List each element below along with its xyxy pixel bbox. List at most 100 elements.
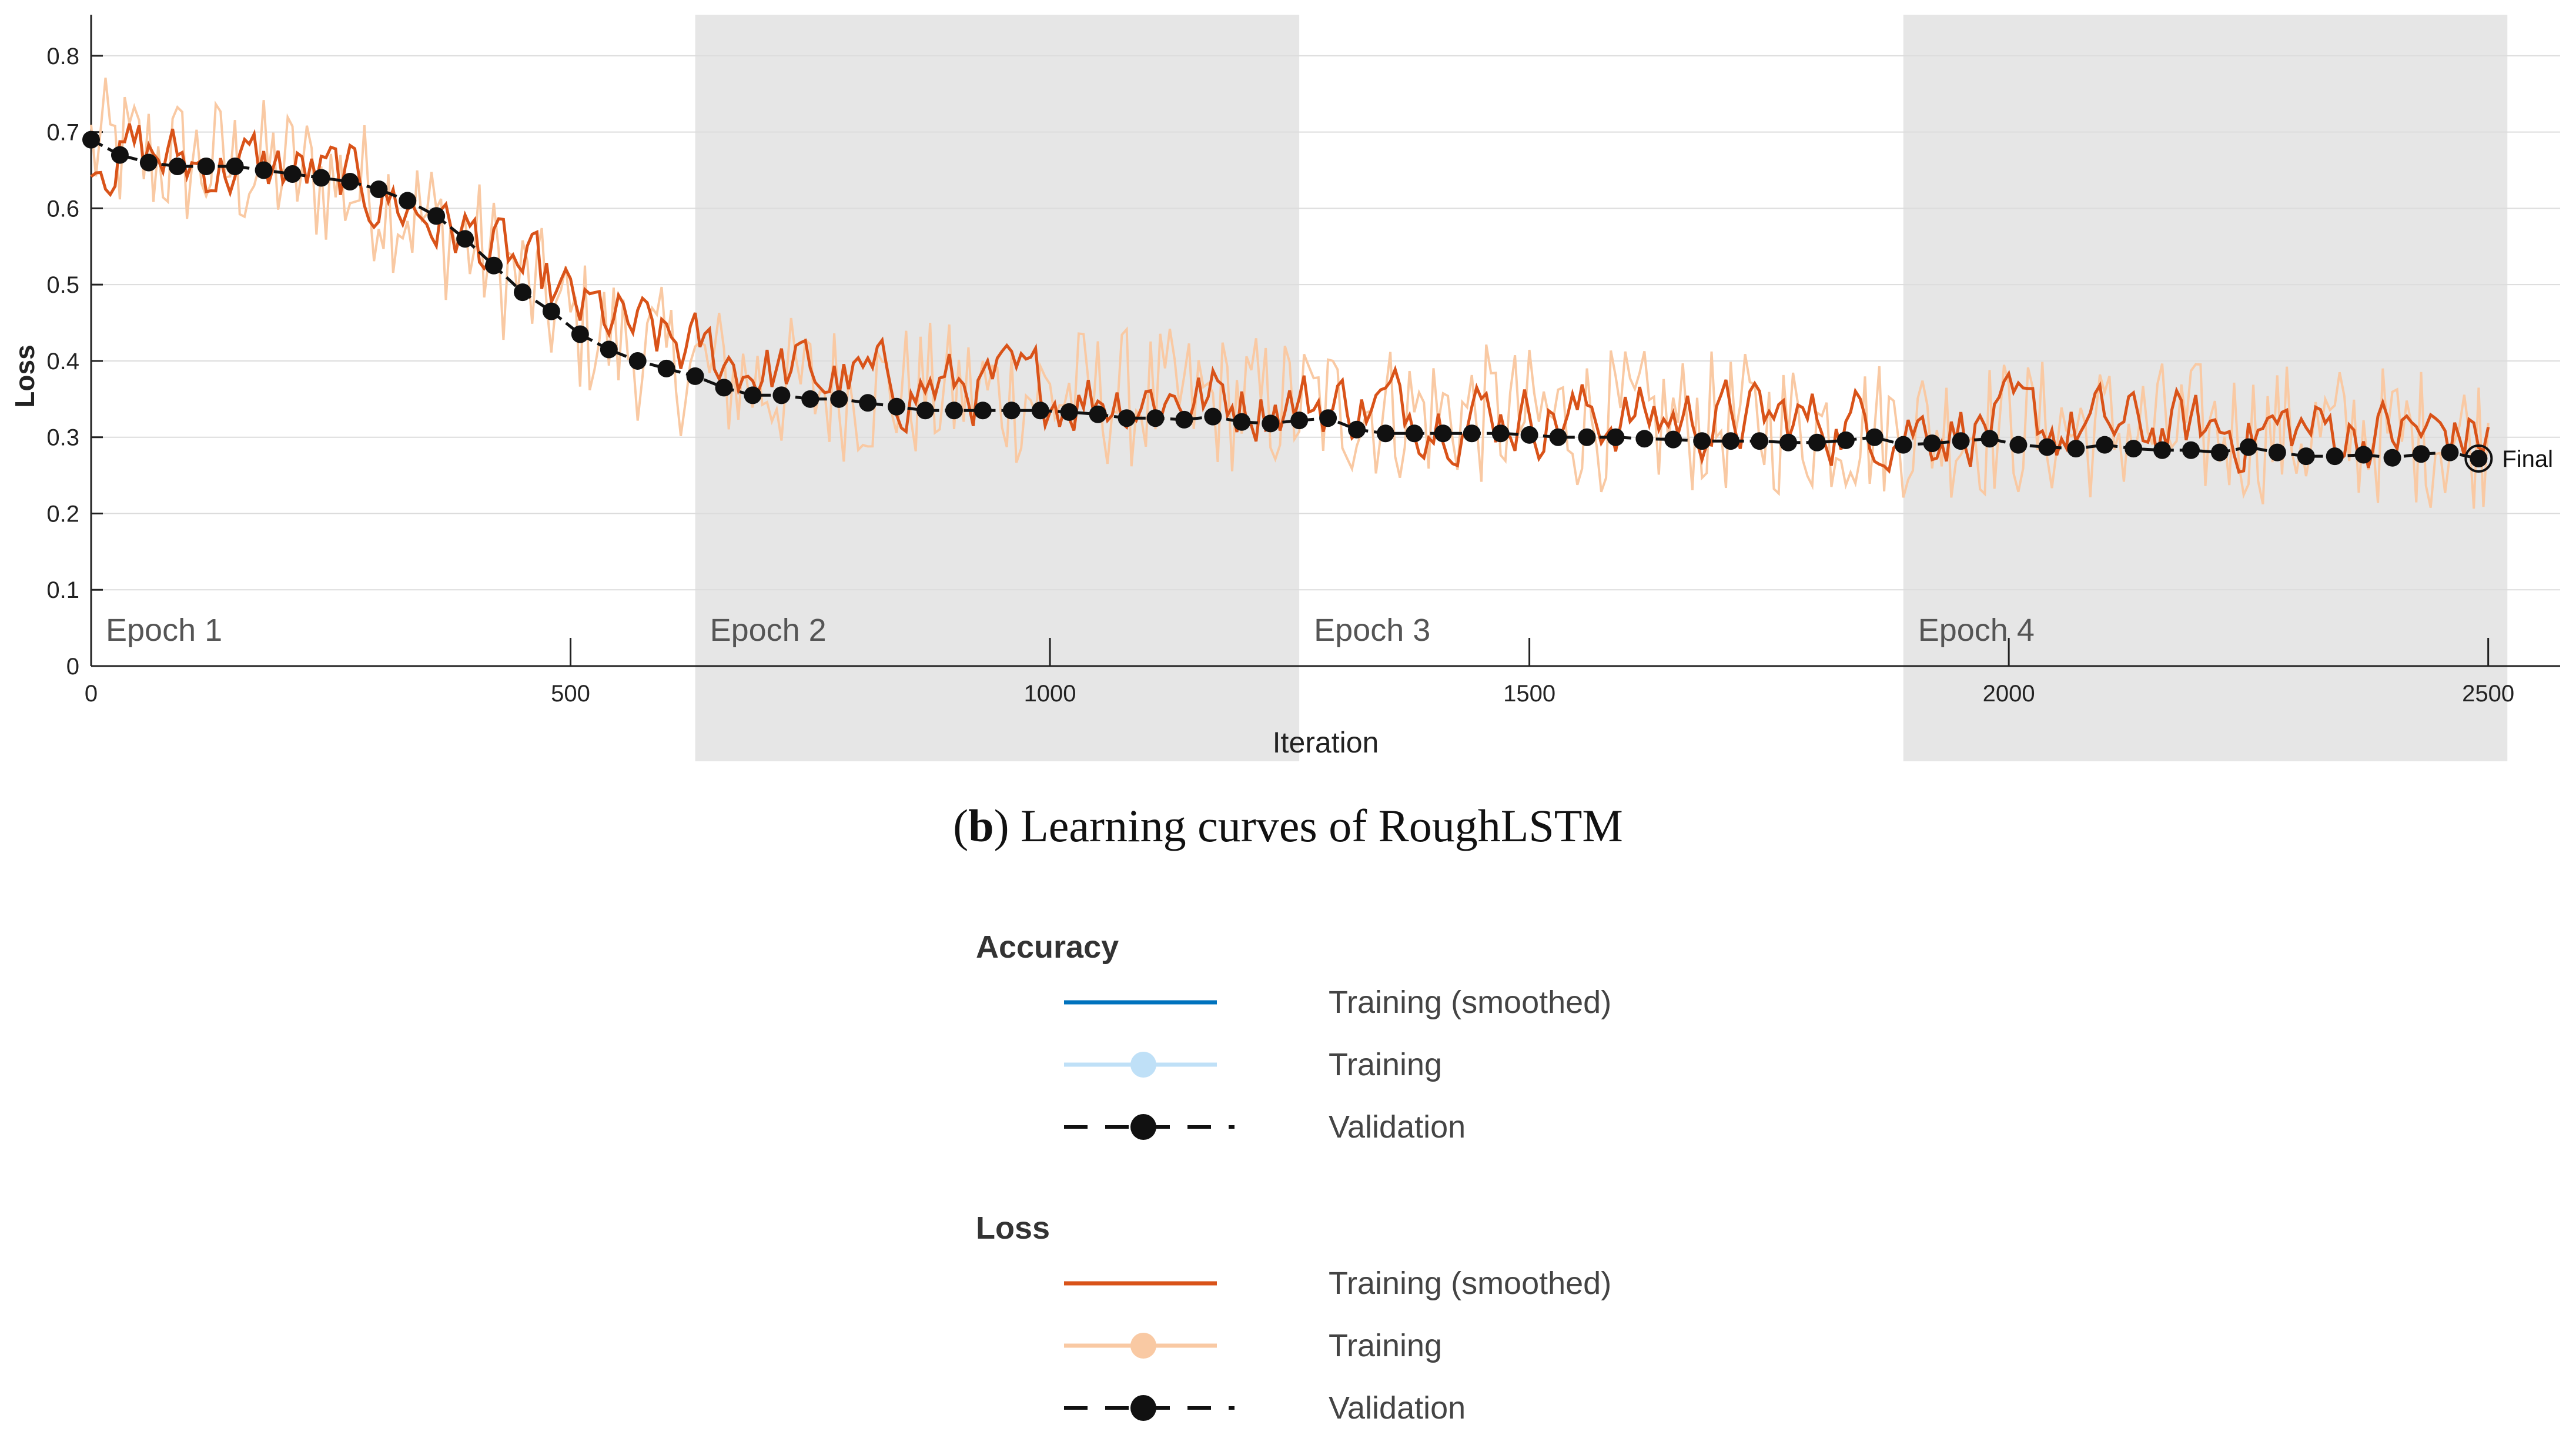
validation-point — [744, 386, 762, 404]
validation-point — [2383, 449, 2401, 467]
validation-point — [168, 158, 186, 176]
legend-label: Training (smoothed) — [1329, 985, 1612, 1020]
validation-point — [456, 230, 474, 248]
legend-item-loss-smoothed: Training (smoothed) — [1064, 1263, 1769, 1304]
validation-point — [1722, 432, 1740, 450]
validation-point — [1549, 428, 1567, 446]
legend-item-accuracy-training: Training — [1064, 1044, 1769, 1085]
validation-point — [2268, 443, 2286, 461]
validation-point — [1089, 405, 1107, 423]
legend-label: Validation — [1329, 1390, 1466, 1426]
legend-heading-loss: Loss — [976, 1210, 1051, 1246]
series-line-validation — [90, 138, 2479, 460]
y-tick-label: 0.3 — [46, 425, 79, 451]
y-tick-label: 0.4 — [46, 349, 79, 374]
validation-point — [427, 207, 446, 225]
x-tick-label: 1500 — [1503, 681, 1555, 707]
validation-point — [772, 386, 791, 404]
y-axis-label: Loss — [9, 344, 40, 407]
final-marker: Final — [2464, 444, 2553, 473]
validation-point — [571, 325, 589, 343]
x-tick-label: 2500 — [2462, 681, 2514, 707]
validation-point — [370, 180, 388, 198]
caption-letter: b — [968, 800, 994, 851]
validation-point — [1664, 430, 1682, 449]
validation-point — [399, 192, 417, 210]
validation-point — [2354, 446, 2373, 464]
tick-labels: 0 500 1000 1500 2000 2500 0 0.1 0.2 0.3 0.4 0.5 0.6 0… — [46, 44, 2514, 707]
validation-point — [830, 390, 848, 408]
epoch-label: Epoch 4 — [1918, 613, 2035, 648]
legend-item-loss-validation: Validation — [1064, 1387, 1769, 1429]
epoch-labels: Epoch 1 Epoch 2 Epoch 3 Epoch 4 — [106, 613, 2035, 648]
validation-point — [226, 158, 244, 176]
series-validation — [82, 131, 2488, 468]
validation-point — [1290, 412, 1309, 430]
caption-text: ) Learning curves of RoughLSTM — [993, 800, 1623, 851]
epoch-label: Epoch 3 — [1314, 613, 1430, 648]
validation-point — [916, 402, 935, 420]
validation-point — [2210, 443, 2229, 461]
legend: Accuracy Training (smoothed) Training Va… — [976, 929, 1799, 1446]
validation-point — [1146, 409, 1165, 427]
legend-heading-accuracy: Accuracy — [976, 929, 1119, 965]
final-dot — [2471, 451, 2487, 467]
validation-point — [1693, 432, 1711, 450]
legend-item-loss-training: Training — [1064, 1325, 1769, 1366]
y-tick-label: 0.6 — [46, 196, 79, 222]
series-line-training-smoothed — [90, 123, 2490, 474]
validation-point — [1060, 403, 1078, 421]
epoch-band-4 — [1903, 15, 2508, 761]
validation-point — [1520, 426, 1538, 444]
validation-point — [1836, 431, 1855, 449]
validation-point — [2125, 440, 2143, 458]
legend-swatch — [1064, 1281, 1217, 1286]
validation-point — [628, 352, 647, 370]
swatch-marker — [1130, 1333, 1156, 1359]
epoch-shading — [695, 15, 2508, 761]
validation-point — [1348, 420, 1366, 439]
swatch-marker — [1130, 1114, 1156, 1140]
validation-point — [542, 302, 560, 320]
validation-point — [82, 131, 100, 149]
validation-point — [1031, 402, 1049, 420]
validation-point — [1751, 432, 1769, 450]
validation-point — [1434, 424, 1452, 443]
final-label: Final — [2502, 446, 2553, 472]
learning-curve-chart: 0 500 1000 1500 2000 2500 0 0.1 0.2 0.3 0.4 0.5 0.6 0… — [9, 15, 2560, 761]
y-tick-label: 0.5 — [46, 272, 79, 298]
validation-point — [1319, 409, 1337, 427]
x-tick-label: 500 — [551, 681, 590, 707]
swatch-marker — [1130, 1052, 1156, 1078]
validation-point — [2153, 441, 2172, 459]
legend-label: Training — [1329, 1047, 1443, 1082]
validation-point — [600, 340, 618, 359]
y-tick-label: 0.2 — [46, 501, 79, 527]
y-tick-label: 0.7 — [46, 120, 79, 146]
series-training-smoothed — [90, 123, 2490, 474]
validation-point — [1118, 409, 1136, 427]
validation-point — [1204, 407, 1222, 426]
validation-point — [1865, 428, 1884, 446]
validation-point — [888, 397, 906, 416]
validation-point — [2009, 436, 2028, 454]
y-tick-label: 0.8 — [46, 44, 79, 69]
validation-point — [1376, 424, 1394, 443]
validation-point — [2326, 447, 2344, 466]
validation-point — [111, 146, 129, 164]
epoch-label: Epoch 1 — [106, 613, 222, 648]
validation-point — [1894, 436, 1912, 454]
validation-point — [1405, 424, 1423, 443]
validation-point — [2239, 438, 2257, 456]
legend-label: Validation — [1329, 1109, 1466, 1145]
validation-point — [2441, 443, 2459, 461]
validation-point — [2297, 447, 2315, 466]
legend-swatch — [1064, 1114, 1235, 1140]
x-tick-label: 0 — [85, 681, 98, 707]
validation-point — [1262, 414, 1280, 433]
epoch-band-2 — [695, 15, 1300, 761]
validation-point — [1980, 430, 1999, 448]
validation-point — [513, 283, 531, 302]
x-tick-label: 1000 — [1024, 681, 1076, 707]
validation-point — [715, 379, 733, 397]
